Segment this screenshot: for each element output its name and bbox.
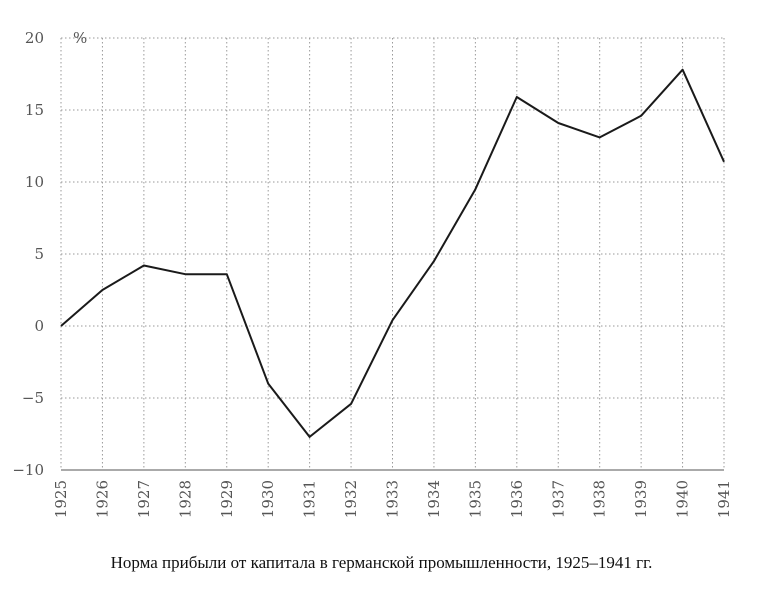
y-tick-label: 20 — [25, 29, 44, 47]
y-tick-label: −5 — [22, 389, 44, 407]
x-tick-labels: 1925 1926 1927 1928 1929 1930 1931 1932 1933 1934… — [52, 480, 733, 518]
series-line — [60, 68, 725, 438]
x-tick-label: 1928 — [176, 480, 194, 518]
x-tick-label: 1931 — [301, 480, 319, 518]
x-tick-label: 1932 — [342, 480, 360, 518]
x-tick-label: 1927 — [135, 480, 153, 518]
x-tick-label: 1934 — [425, 480, 443, 518]
y-unit-label: % — [73, 29, 87, 47]
x-tick-label: 1930 — [259, 480, 277, 518]
grid — [60, 37, 725, 471]
x-tick-label: 1940 — [674, 480, 692, 518]
x-tick-label: 1925 — [52, 480, 70, 518]
y-tick-labels: 20 15 10 5 0 −5 −10 — [12, 29, 44, 479]
x-tick-label: 1941 — [715, 480, 733, 518]
y-tick-label: 10 — [25, 173, 44, 191]
x-tick-label: 1939 — [632, 480, 650, 518]
x-tick-label: 1936 — [508, 480, 526, 518]
x-tick-label: 1929 — [218, 480, 236, 518]
y-tick-label: 15 — [25, 101, 44, 119]
y-tick-label: 5 — [34, 245, 44, 263]
chart-caption: Норма прибыли от капитала в германской п… — [110, 553, 653, 572]
y-tick-label: 0 — [34, 317, 44, 335]
x-tick-label: 1926 — [93, 480, 111, 518]
y-tick-label: −10 — [12, 461, 44, 479]
x-tick-label: 1938 — [591, 480, 609, 518]
line-chart: % 20 15 10 5 0 −5 −10 1925 1926 1927 1928 1929 1930… — [12, 29, 733, 518]
x-tick-label: 1933 — [384, 480, 402, 518]
x-tick-label: 1935 — [466, 480, 484, 518]
series — [60, 68, 725, 438]
x-tick-label: 1937 — [549, 480, 567, 518]
